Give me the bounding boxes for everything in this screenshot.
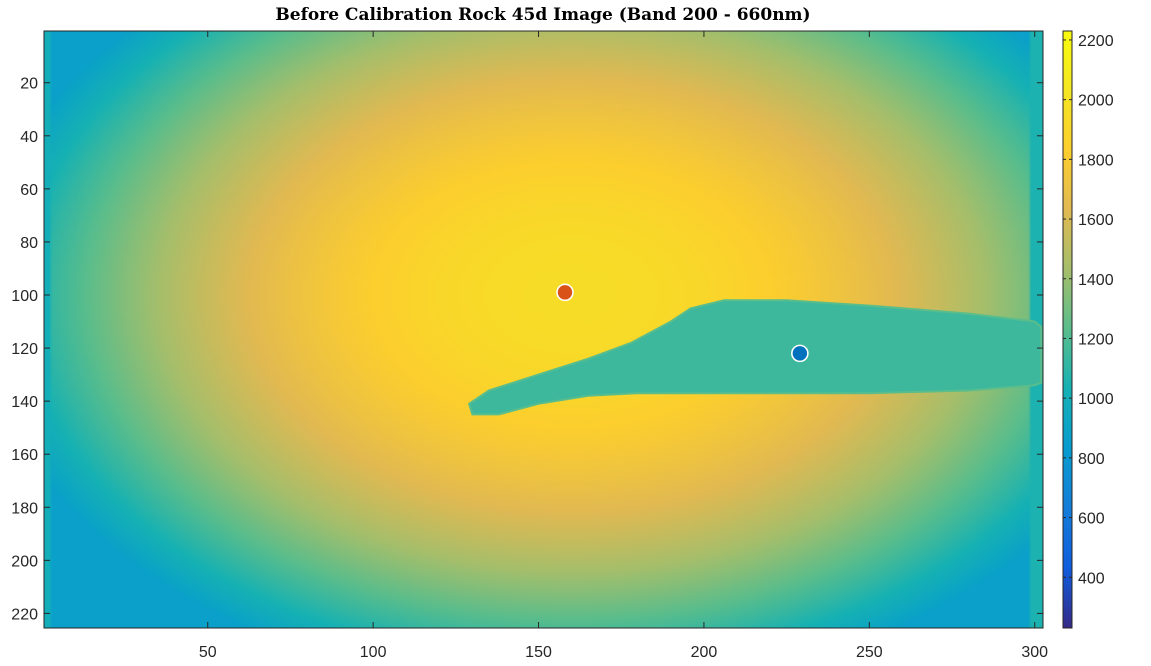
x-tick-label: 200 [691, 644, 718, 661]
x-axis: 50 100 150 200 250 300 [199, 31, 1048, 661]
colorbar-tick-label: 1000 [1078, 391, 1114, 408]
x-tick-label: 150 [525, 644, 552, 661]
colorbar-tick-label: 400 [1078, 570, 1105, 587]
colorbar-tick-label: 2200 [1078, 33, 1114, 50]
colorbar-tick-label: 1800 [1078, 152, 1114, 169]
y-tick-label: 80 [20, 235, 38, 252]
y-tick-label: 40 [20, 129, 38, 146]
colorbar-tick-label: 2000 [1078, 93, 1114, 110]
y-tick-label: 100 [11, 288, 38, 305]
x-tick-label: 100 [360, 644, 387, 661]
colorbar-tick-label: 1400 [1078, 272, 1114, 289]
colorbar-tick-label: 600 [1078, 511, 1105, 528]
x-tick-label: 300 [1021, 644, 1048, 661]
y-axis: 20 40 60 80 100 120 140 160 180 200 220 [11, 76, 1043, 623]
rock-region [468, 299, 1043, 416]
y-tick-label: 60 [20, 182, 38, 199]
colorbar-tick-label: 1200 [1078, 331, 1114, 348]
chart-title: Before Calibration Rock 45d Image (Band … [275, 5, 810, 25]
y-tick-label: 160 [11, 447, 38, 464]
colorbar-tick-label: 800 [1078, 451, 1105, 468]
data-points [556, 283, 809, 363]
y-tick-label: 200 [11, 553, 38, 570]
data-point [791, 344, 809, 363]
y-tick-label: 20 [20, 76, 38, 93]
data-point [556, 283, 574, 302]
y-tick-label: 120 [11, 341, 38, 358]
y-tick-label: 220 [11, 606, 38, 623]
y-tick-label: 180 [11, 500, 38, 517]
x-tick-label: 50 [199, 644, 217, 661]
rock-region-layer [468, 299, 1043, 416]
colorbar-gradient [1062, 30, 1073, 629]
y-tick-label: 140 [11, 394, 38, 411]
colorbar: 400 600 800 1000 1200 1400 1600 1800 2000 2200 [1062, 30, 1114, 629]
x-tick-label: 250 [856, 644, 883, 661]
plot-frame [43, 30, 1044, 629]
colorbar-tick-label: 1600 [1078, 212, 1114, 229]
